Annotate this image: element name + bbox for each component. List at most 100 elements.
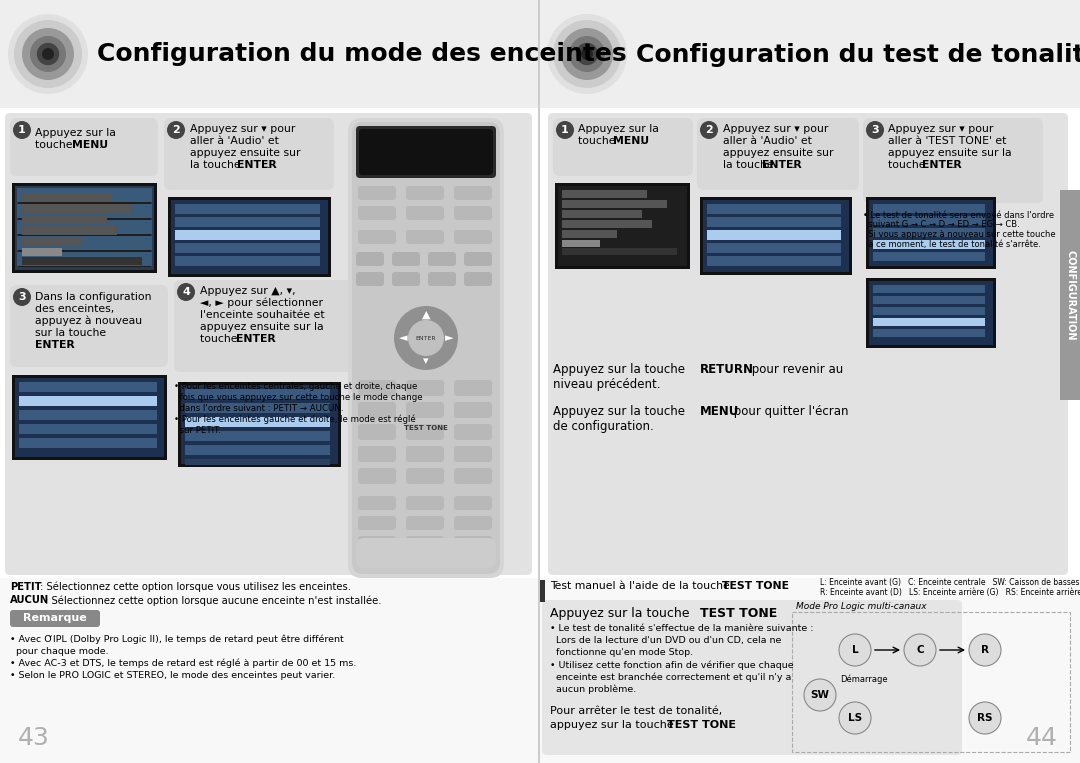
- Text: .: .: [778, 581, 781, 591]
- Bar: [873, 307, 985, 315]
- Text: Appuyez sur ▾ pour: Appuyez sur ▾ pour: [723, 124, 828, 134]
- Bar: [869, 200, 993, 266]
- Text: 2: 2: [172, 125, 180, 135]
- Circle shape: [14, 20, 82, 88]
- Text: AUCUN: AUCUN: [10, 595, 50, 605]
- FancyBboxPatch shape: [357, 206, 396, 220]
- Text: touche: touche: [888, 160, 929, 170]
- Bar: [540, 578, 1080, 763]
- Circle shape: [553, 20, 621, 88]
- Text: 43: 43: [18, 726, 50, 750]
- Circle shape: [561, 28, 613, 80]
- Bar: [707, 217, 841, 227]
- Text: 44: 44: [1026, 726, 1058, 750]
- Text: Appuyez sur ▾ pour: Appuyez sur ▾ pour: [190, 124, 295, 134]
- FancyBboxPatch shape: [357, 424, 396, 440]
- FancyBboxPatch shape: [406, 402, 444, 418]
- Text: R: Enceinte avant (D)   LS: Enceinte arrière (G)   RS: Enceinte arrière (D): R: Enceinte avant (D) LS: Enceinte arriè…: [820, 588, 1080, 597]
- Text: ▾: ▾: [423, 356, 429, 366]
- Text: : Sélectionnez cette option lorsque vous utilisez les enceintes.: : Sélectionnez cette option lorsque vous…: [37, 582, 351, 593]
- Circle shape: [167, 121, 185, 139]
- Text: Appuyez sur la: Appuyez sur la: [35, 128, 116, 138]
- Text: ENTER: ENTER: [237, 160, 276, 170]
- Bar: [15, 186, 154, 270]
- Bar: [558, 186, 687, 266]
- Bar: [707, 204, 841, 214]
- FancyBboxPatch shape: [454, 424, 492, 440]
- Text: .: .: [99, 140, 103, 150]
- FancyBboxPatch shape: [464, 252, 492, 266]
- Bar: [175, 256, 320, 266]
- Text: MENU: MENU: [613, 136, 649, 146]
- Bar: [185, 403, 330, 413]
- Text: l'enceinte souhaitée et: l'enceinte souhaitée et: [200, 310, 325, 320]
- Text: sur PETIT.: sur PETIT.: [174, 426, 221, 435]
- Text: appuyez ensuite sur la: appuyez ensuite sur la: [888, 148, 1012, 158]
- Bar: [22, 257, 141, 265]
- Text: aller à 'Audio' et: aller à 'Audio' et: [190, 136, 279, 146]
- Text: L: L: [852, 645, 859, 655]
- FancyBboxPatch shape: [553, 118, 693, 176]
- Bar: [19, 382, 157, 392]
- Text: 4: 4: [183, 287, 190, 297]
- FancyBboxPatch shape: [352, 122, 500, 574]
- Text: Mode Pro Logic multi-canaux: Mode Pro Logic multi-canaux: [796, 602, 927, 611]
- Bar: [12, 183, 157, 273]
- Circle shape: [866, 121, 885, 139]
- Bar: [19, 410, 157, 420]
- Bar: [175, 243, 320, 253]
- Bar: [703, 200, 849, 272]
- FancyBboxPatch shape: [357, 446, 396, 462]
- Text: appuyez ensuite sur: appuyez ensuite sur: [190, 148, 300, 158]
- FancyBboxPatch shape: [357, 230, 396, 244]
- FancyBboxPatch shape: [454, 186, 492, 200]
- FancyBboxPatch shape: [356, 126, 496, 178]
- FancyBboxPatch shape: [356, 252, 384, 266]
- Bar: [19, 424, 157, 434]
- Bar: [185, 389, 330, 399]
- Text: aller à 'TEST TONE' et: aller à 'TEST TONE' et: [888, 136, 1007, 146]
- Text: niveau précédent.: niveau précédent.: [553, 378, 661, 391]
- Bar: [866, 197, 996, 269]
- Bar: [185, 431, 330, 441]
- FancyBboxPatch shape: [406, 230, 444, 244]
- Bar: [562, 210, 642, 218]
- Bar: [562, 248, 677, 255]
- Text: RS: RS: [977, 713, 993, 723]
- Text: Remarque: Remarque: [23, 613, 86, 623]
- FancyBboxPatch shape: [356, 272, 384, 286]
- FancyBboxPatch shape: [548, 113, 1068, 575]
- FancyBboxPatch shape: [357, 380, 396, 396]
- Bar: [707, 243, 841, 253]
- Bar: [873, 252, 985, 261]
- Circle shape: [37, 43, 59, 65]
- Text: appuyez ensuite sur la: appuyez ensuite sur la: [200, 322, 324, 332]
- FancyBboxPatch shape: [406, 424, 444, 440]
- FancyBboxPatch shape: [406, 206, 444, 220]
- Text: touche: touche: [578, 136, 619, 146]
- Text: • Pour les enceintes centrales, gauche et droite, chaque: • Pour les enceintes centrales, gauche e…: [174, 382, 417, 391]
- Circle shape: [408, 320, 444, 356]
- Text: CONFIGURATION: CONFIGURATION: [1065, 250, 1075, 340]
- Bar: [562, 230, 617, 238]
- Text: 2: 2: [705, 125, 713, 135]
- Text: fois que vous appuyez sur cette touche le mode change: fois que vous appuyez sur cette touche l…: [174, 393, 422, 402]
- Text: de configuration.: de configuration.: [553, 420, 653, 433]
- FancyBboxPatch shape: [454, 402, 492, 418]
- Text: Démarrage: Démarrage: [840, 674, 888, 684]
- Text: touche: touche: [200, 334, 241, 344]
- Text: ENTER: ENTER: [762, 160, 801, 170]
- Text: des enceintes,: des enceintes,: [35, 304, 114, 314]
- Text: Appuyez sur ▾ pour: Appuyez sur ▾ pour: [888, 124, 994, 134]
- Text: PETIT: PETIT: [10, 582, 42, 592]
- Text: MENU: MENU: [72, 140, 108, 150]
- Text: aller à 'Audio' et: aller à 'Audio' et: [723, 136, 812, 146]
- Text: aucun problème.: aucun problème.: [550, 684, 636, 694]
- Bar: [17, 252, 152, 266]
- FancyBboxPatch shape: [406, 380, 444, 396]
- Bar: [873, 329, 985, 337]
- Circle shape: [700, 121, 718, 139]
- FancyBboxPatch shape: [357, 496, 396, 510]
- FancyBboxPatch shape: [357, 186, 396, 200]
- Text: • Avec AC-3 et DTS, le temps de retard est réglé à partir de 00 et 15 ms.: • Avec AC-3 et DTS, le temps de retard e…: [10, 659, 356, 668]
